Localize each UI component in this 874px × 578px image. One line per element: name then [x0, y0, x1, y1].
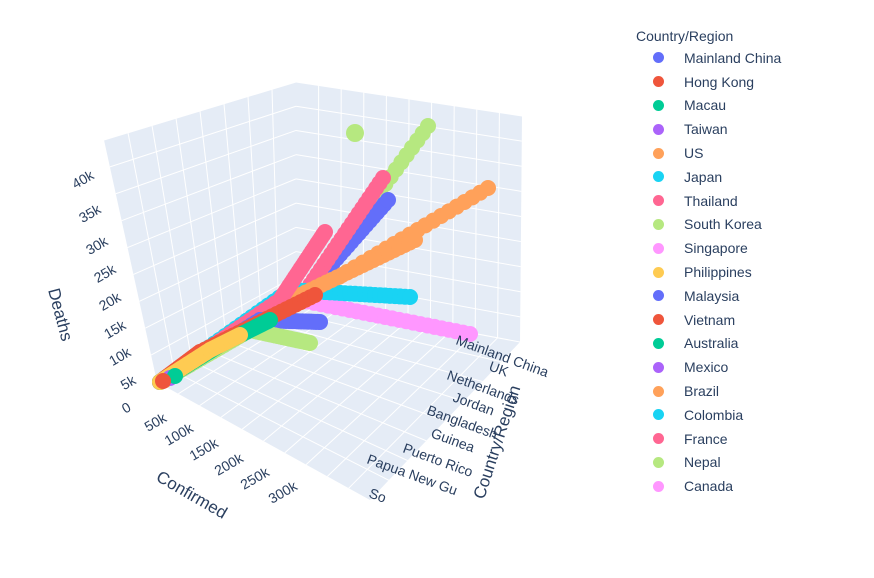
legend-marker	[653, 242, 664, 254]
legend-item[interactable]: Nepal	[636, 451, 866, 475]
x-tick-4: 250k	[238, 463, 273, 493]
back-wall-left	[104, 82, 296, 382]
data-point[interactable]	[402, 289, 418, 305]
legend-marker	[653, 76, 664, 88]
legend-label: Australia	[684, 335, 739, 352]
z-tick-7: 35k	[76, 200, 104, 226]
legend-item[interactable]: Canada	[636, 474, 866, 498]
y-tick-1: UK	[487, 358, 511, 380]
data-point[interactable]	[167, 368, 183, 384]
legend-label: Thailand	[684, 192, 738, 209]
z-tick-5: 25k	[91, 260, 119, 286]
legend-marker	[653, 337, 664, 349]
legend-label: Canada	[684, 478, 734, 495]
data-point[interactable]	[262, 312, 278, 328]
z-tick-8: 40k	[69, 166, 97, 192]
data-point[interactable]	[155, 373, 171, 389]
floor-plane	[157, 300, 520, 500]
legend-item[interactable]: Macau	[636, 94, 866, 118]
z-tick-4: 20k	[96, 288, 124, 314]
data-point[interactable]	[480, 180, 496, 196]
data-point[interactable]	[407, 232, 423, 248]
data-points	[152, 118, 496, 390]
y-tick-8: So	[367, 485, 389, 506]
data-point[interactable]	[420, 118, 436, 134]
x-tick-3: 200k	[212, 449, 247, 479]
legend-item[interactable]: Thailand	[636, 189, 866, 213]
data-point[interactable]	[307, 287, 323, 303]
legend-marker	[653, 480, 664, 492]
legend-marker	[653, 195, 664, 207]
legend-item[interactable]: Philippines	[636, 260, 866, 284]
legend-label: Mainland China	[684, 49, 782, 66]
legend-label: Philippines	[684, 264, 752, 281]
legend-item[interactable]: Colombia	[636, 403, 866, 427]
legend-label: Brazil	[684, 383, 720, 400]
legend-item[interactable]: South Korea	[636, 213, 866, 237]
data-point[interactable]	[302, 335, 318, 351]
legend-label: South Korea	[684, 216, 762, 233]
z-tick-3: 15k	[101, 316, 129, 342]
legend-marker	[653, 409, 664, 421]
legend-item[interactable]: Australia	[636, 332, 866, 356]
legend-item[interactable]: France	[636, 427, 866, 451]
z-tick-0: 0	[119, 399, 134, 417]
legend-label: Hong Kong	[684, 73, 755, 90]
legend-item[interactable]: Mainland China	[636, 46, 866, 70]
legend-label: Mexico	[684, 359, 729, 376]
z-tick-2: 10k	[106, 343, 134, 369]
legend-label: Nepal	[684, 454, 721, 471]
legend-item[interactable]: Hong Kong	[636, 70, 866, 94]
legend-label: US	[684, 145, 704, 162]
data-point[interactable]	[346, 124, 364, 142]
legend-label: France	[684, 430, 728, 447]
legend-item[interactable]: Vietnam	[636, 308, 866, 332]
data-point[interactable]	[462, 326, 478, 342]
legend: Country/Region Mainland China Hong Kong Ma…	[636, 26, 866, 498]
data-point[interactable]	[317, 224, 333, 240]
legend-marker	[653, 314, 664, 326]
legend-label: Singapore	[684, 240, 748, 257]
data-point[interactable]	[375, 170, 391, 186]
legend-marker	[653, 171, 664, 183]
legend-item[interactable]: Singapore	[636, 236, 866, 260]
legend-marker	[653, 361, 664, 373]
legend-item[interactable]: Taiwan	[636, 117, 866, 141]
legend-marker	[653, 52, 664, 64]
data-point[interactable]	[380, 192, 396, 208]
legend-label: Taiwan	[684, 121, 728, 138]
data-point[interactable]	[312, 314, 328, 330]
legend-item[interactable]: Japan	[636, 165, 866, 189]
legend-marker	[653, 99, 664, 111]
legend-marker	[653, 147, 664, 159]
z-tick-6: 30k	[83, 232, 111, 258]
legend-item[interactable]: Malaysia	[636, 284, 866, 308]
legend-label: Japan	[684, 168, 723, 185]
legend-marker	[653, 123, 664, 135]
legend-label: Vietnam	[684, 311, 736, 328]
legend-marker	[653, 290, 664, 302]
legend-item[interactable]: Mexico	[636, 355, 866, 379]
legend-label: Colombia	[684, 406, 744, 423]
legend-marker	[653, 433, 664, 445]
legend-label: Malaysia	[684, 287, 740, 304]
x-tick-0: 50k	[142, 409, 170, 435]
legend-item[interactable]: Brazil	[636, 379, 866, 403]
legend-label: Macau	[684, 97, 727, 114]
z-tick-1: 5k	[118, 371, 140, 393]
legend-marker	[653, 266, 664, 278]
legend-marker	[653, 218, 664, 230]
x-tick-2: 150k	[187, 434, 222, 464]
legend-marker	[653, 456, 664, 468]
z-axis-title: Deaths	[44, 286, 76, 343]
legend-item[interactable]: US	[636, 141, 866, 165]
legend-title: Country/Region	[636, 28, 734, 44]
x-tick-5: 300k	[266, 477, 301, 507]
legend-marker	[653, 385, 664, 397]
data-point[interactable]	[232, 327, 248, 343]
